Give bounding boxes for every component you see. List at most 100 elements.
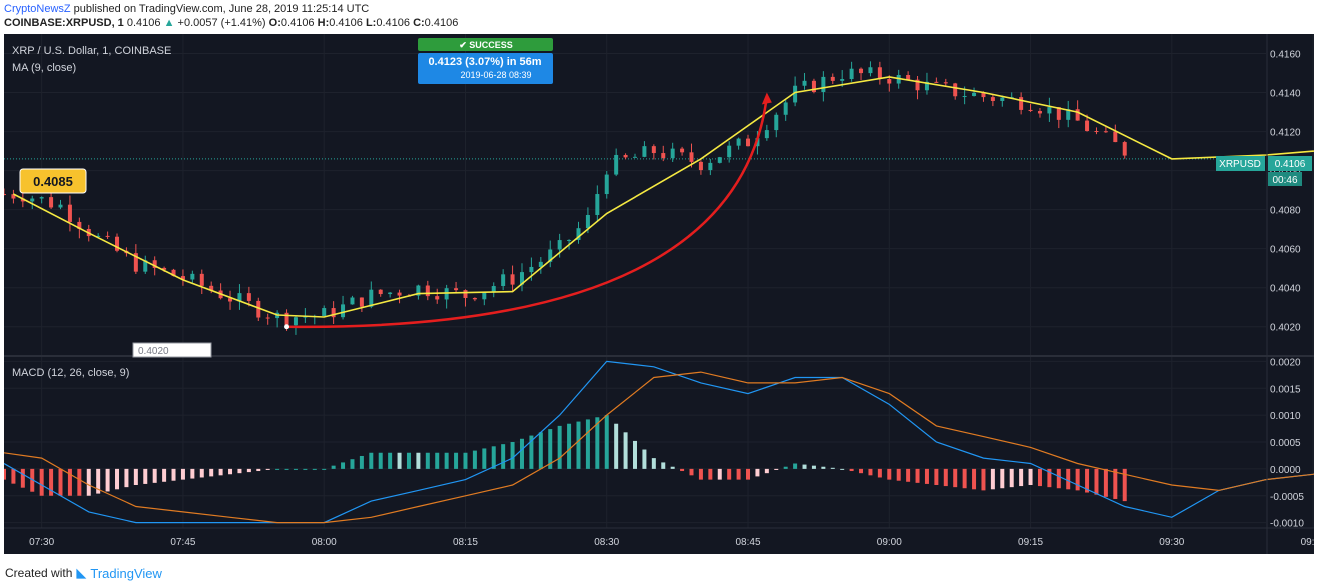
macd-tick-label: 0.0000 xyxy=(1270,465,1301,476)
candle-body xyxy=(96,235,101,237)
macd-histogram-bar xyxy=(1019,468,1024,487)
target-line-2: 2019-06-28 08:39 xyxy=(460,70,531,80)
time-tick-label: 09:45 xyxy=(1301,537,1314,548)
candle-body xyxy=(981,92,986,98)
candle-body xyxy=(708,162,713,171)
chart-canvas[interactable]: 0.40200.40400.40600.40800.41000.41200.41… xyxy=(4,34,1314,554)
macd-tick-label: -0.0005 xyxy=(1270,492,1304,503)
footer: Created with ◣ TradingView xyxy=(5,565,162,581)
candle-body xyxy=(1000,97,1005,101)
candle-body xyxy=(444,288,449,300)
macd-histogram-bar xyxy=(275,468,280,470)
candle-body xyxy=(67,204,72,222)
macd-histogram-bar xyxy=(322,468,327,470)
macd-histogram-bar xyxy=(727,468,732,480)
check-icon: ✔ xyxy=(459,40,469,50)
macd-histogram-bar xyxy=(369,452,374,469)
author-link[interactable]: CryptoNewsZ xyxy=(4,3,71,15)
macd-histogram-bar xyxy=(218,468,223,476)
macd-histogram-bar xyxy=(849,468,854,472)
macd-histogram-bar xyxy=(887,468,892,480)
macd-histogram-bar xyxy=(180,468,185,480)
macd-histogram-bar xyxy=(670,466,675,469)
macd-tick-label: -0.0010 xyxy=(1270,519,1304,530)
macd-histogram-bar xyxy=(896,468,901,481)
candle-body xyxy=(736,138,741,146)
macd-histogram-bar xyxy=(736,468,741,480)
candle-body xyxy=(661,153,666,159)
candle-body xyxy=(934,81,939,83)
candle-body xyxy=(567,239,572,241)
macd-histogram-bar xyxy=(454,452,459,469)
macd-histogram-bar xyxy=(378,452,383,469)
close-label: C: xyxy=(413,17,425,29)
macd-histogram-bar xyxy=(350,459,355,469)
candle-body xyxy=(727,145,732,158)
ma-legend[interactable]: MA (9, close) xyxy=(12,62,76,74)
macd-histogram-bar xyxy=(293,468,298,470)
macd-histogram-bar xyxy=(39,468,44,496)
candle-body xyxy=(378,289,383,295)
macd-histogram-bar xyxy=(1047,468,1052,488)
candle-body xyxy=(416,285,421,296)
macd-histogram-bar xyxy=(1122,468,1127,502)
macd-histogram-bar xyxy=(755,468,760,477)
price-badge-symbol: XRPUSD xyxy=(1219,159,1261,170)
candle-body xyxy=(397,292,402,296)
left-price-tag-text: 0.4085 xyxy=(33,174,73,189)
macd-histogram-bar xyxy=(1085,468,1090,493)
candle-body xyxy=(906,75,911,80)
macd-histogram-bar xyxy=(256,468,261,472)
chart-frame[interactable]: 0.40200.40400.40600.40800.41000.41200.41… xyxy=(4,34,1314,554)
ma-line xyxy=(13,76,1314,318)
close-value: 0.4106 xyxy=(424,17,459,29)
macd-histogram-bar xyxy=(501,444,506,469)
macd-histogram-bar xyxy=(1037,468,1042,487)
macd-histogram-bar xyxy=(934,468,939,485)
macd-histogram-bar xyxy=(557,425,562,469)
price-axis[interactable]: 0.40200.40400.40600.40800.41000.41200.41… xyxy=(29,50,1314,548)
candles xyxy=(4,61,1127,335)
candle-body xyxy=(1085,120,1090,132)
candle-body xyxy=(924,81,929,91)
macd-histogram-bar xyxy=(1066,468,1071,490)
price-badge-value: 0.4106 xyxy=(1275,159,1306,170)
macd-tick-label: 0.0015 xyxy=(1270,384,1301,395)
candle-body xyxy=(680,148,685,153)
macd-histogram-bar xyxy=(868,468,873,476)
candle-body xyxy=(585,214,590,229)
price-change: +0.0057 (+1.41%) xyxy=(177,17,266,29)
macd-histogram-bar xyxy=(633,440,637,469)
candle-body xyxy=(265,317,270,319)
macd-histogram-bar xyxy=(96,468,101,494)
price-tick-label: 0.4120 xyxy=(1270,128,1301,139)
time-tick-label: 09:30 xyxy=(1159,537,1184,548)
candle-body xyxy=(246,293,251,301)
macd-histogram-bar xyxy=(1103,468,1108,497)
macd-histogram-bar xyxy=(209,468,214,477)
high-value: 0.4106 xyxy=(329,17,363,29)
tradingview-link[interactable]: TradingView xyxy=(90,565,162,581)
symbol-legend[interactable]: XRP / U.S. Dollar, 1, COINBASE xyxy=(12,45,171,57)
time-tick-label: 08:30 xyxy=(594,537,619,548)
candle-body xyxy=(887,79,892,84)
time-tick-label: 09:00 xyxy=(877,537,902,548)
candle-body xyxy=(49,197,54,208)
open-label: O: xyxy=(268,17,281,29)
candle-body xyxy=(454,288,459,291)
grid xyxy=(4,34,1314,528)
candle-body xyxy=(821,76,826,93)
candle-body xyxy=(877,67,882,80)
macd-histogram-bar xyxy=(1000,468,1005,489)
candle-body xyxy=(764,130,769,139)
macd-histogram-bar xyxy=(491,446,496,469)
macd-legend[interactable]: MACD (12, 26, close, 9) xyxy=(12,367,129,379)
macd-histogram-bar xyxy=(877,468,882,478)
macd-histogram-bar xyxy=(567,423,572,469)
price-tick-label: 0.4020 xyxy=(1270,323,1301,334)
candle-body xyxy=(774,114,779,131)
candle-body xyxy=(990,97,995,101)
macd-histogram-bar xyxy=(1094,468,1099,495)
candle-body xyxy=(557,240,562,250)
macd-histogram-bar xyxy=(924,468,929,484)
